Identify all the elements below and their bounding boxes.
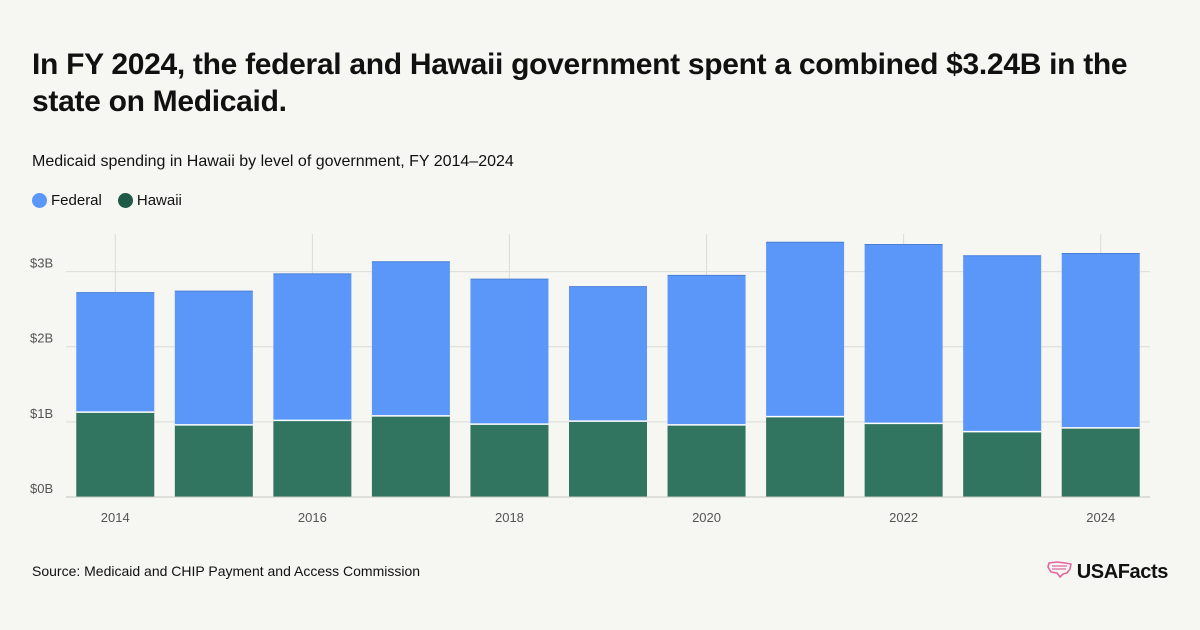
x-tick-label: 2016 (298, 510, 327, 525)
headline: In FY 2024, the federal and Hawaii gover… (32, 48, 1128, 118)
y-tick-label: $2B (30, 331, 53, 346)
bar-hawaii (569, 421, 647, 497)
bar-federal (76, 292, 155, 413)
legend-swatch-hawaii (117, 193, 133, 208)
bar-federal (470, 279, 549, 425)
bar-hawaii (76, 412, 155, 497)
bar-hawaii (273, 420, 352, 497)
bar-hawaii (766, 416, 845, 497)
y-tick-label: $1B (30, 406, 53, 421)
x-tick-label: 2014 (101, 510, 130, 525)
legend: Federal Hawaii (32, 192, 198, 209)
bar-federal (569, 286, 647, 422)
legend-item-hawaii: Hawaii (117, 192, 182, 209)
bar-federal (667, 275, 746, 425)
source-note: Source: Medicaid and CHIP Payment and Ac… (32, 563, 421, 579)
logo-text: USAFacts (1076, 560, 1169, 583)
usafacts-logo: USAFacts (1046, 560, 1169, 584)
bar-federal (1061, 253, 1140, 428)
stacked-bar-chart: $0B $1B $2B $3B 2014 2016 2018 2020 2022 2024 (30, 234, 1150, 525)
chart-subtitle: Medicaid spending in Hawaii by level of … (32, 153, 514, 170)
x-tick-label: 2022 (889, 510, 918, 525)
usa-map-icon (1046, 560, 1073, 584)
bar-federal (273, 273, 352, 421)
y-tick-label: $0B (30, 481, 53, 496)
x-tick-label: 2020 (692, 510, 721, 525)
bar-federal (963, 255, 1042, 432)
bar-hawaii (864, 423, 943, 497)
x-tick-label: 2024 (1086, 510, 1115, 525)
bar-federal (174, 291, 253, 425)
bar-federal (371, 261, 450, 416)
legend-swatch-federal (32, 193, 47, 208)
bar-hawaii (963, 431, 1042, 497)
bar-federal (766, 242, 845, 417)
bar-hawaii (1061, 427, 1140, 497)
y-tick-label: $3B (30, 256, 53, 271)
x-tick-label: 2018 (495, 510, 524, 525)
bar-hawaii (667, 424, 746, 497)
legend-item-federal: Federal (32, 192, 102, 209)
legend-label-hawaii: Hawaii (136, 192, 182, 209)
bar-hawaii (371, 415, 450, 497)
bar-federal (864, 244, 943, 424)
legend-label-federal: Federal (51, 192, 102, 209)
bar-hawaii (174, 424, 253, 497)
bar-hawaii (470, 424, 549, 497)
